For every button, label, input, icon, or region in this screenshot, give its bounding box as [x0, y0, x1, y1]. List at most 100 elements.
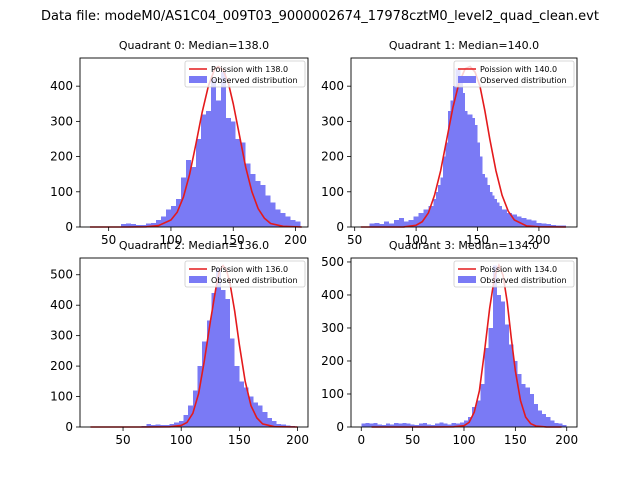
histogram-bar [156, 219, 161, 227]
histogram-bar [451, 423, 456, 427]
legend-box [184, 260, 306, 288]
histogram-bar [365, 423, 370, 427]
histogram-bar [482, 177, 488, 227]
histogram-bar [497, 205, 503, 228]
histogram-bar [546, 224, 552, 227]
histogram-bar [160, 425, 165, 427]
histogram-bar [361, 423, 366, 427]
histogram-bar [484, 184, 490, 227]
histogram-bar [406, 423, 411, 427]
y-tick-label: 0 [65, 220, 73, 234]
histogram-bar [150, 425, 156, 427]
histogram-bar [146, 223, 152, 227]
histogram-bar [202, 341, 207, 427]
histogram-bar [403, 221, 409, 227]
histogram-bar [260, 184, 266, 227]
histogram-bar [385, 423, 391, 427]
histogram-bar [418, 212, 424, 227]
histogram-bar [295, 221, 301, 227]
x-tick-label: 150 [222, 233, 245, 247]
x-tick-label: 50 [101, 233, 116, 247]
histogram-bar [408, 219, 414, 227]
histogram-bar [551, 224, 557, 227]
histogram-bar [488, 327, 493, 427]
legend: Poission with 138.0 Observed distribution [184, 60, 306, 88]
y-tick-label: 100 [50, 390, 73, 404]
histogram-bar [440, 177, 446, 227]
histogram-bar [554, 423, 559, 427]
legend-label-poisson: Poission with 134.0 [480, 265, 557, 274]
histogram-bar [197, 366, 203, 427]
histogram-bar [190, 167, 196, 227]
histogram-bar [165, 209, 171, 227]
histogram-bar [443, 156, 449, 227]
histogram-bar [200, 114, 206, 227]
x-tick-label: 150 [228, 433, 251, 447]
legend: Poission with 134.0 Observed distribution [453, 260, 575, 288]
y-tick-label: 0 [336, 220, 344, 234]
subplot-title: Quadrant 3: Median=134.0 [389, 239, 539, 252]
histogram-bar [521, 218, 527, 227]
histogram-bar [443, 423, 448, 427]
legend: Poission with 140.0 Observed distribution [453, 60, 575, 88]
histogram-bar [185, 160, 191, 227]
histogram-bar [476, 400, 481, 427]
histogram-bar [206, 320, 212, 427]
histogram-bar [410, 424, 415, 427]
histogram-bars [369, 68, 571, 228]
histogram-bar [245, 163, 251, 228]
histogram-bar [390, 424, 395, 427]
histogram-bar [496, 294, 501, 427]
histogram-bar [500, 301, 506, 427]
histogram-bar [169, 423, 175, 427]
x-tick-label: 200 [527, 233, 550, 247]
subplot-title: Quadrant 0: Median=138.0 [119, 39, 269, 52]
histogram-bar [255, 181, 261, 227]
y-tick-label: 200 [50, 359, 73, 373]
histogram-bar [369, 223, 375, 227]
y-tick-label: 400 [50, 298, 73, 312]
histogram-bar [178, 420, 184, 427]
subplot-grid: 50 100 150 200 0 100 200 300 400 Quadrant 0: Medi… [50, 39, 578, 447]
x-tick-label: 100 [405, 233, 428, 247]
axes-frame [79, 257, 309, 428]
x-tick-label: 0 [357, 433, 365, 447]
histogram-bar [393, 219, 399, 227]
histogram-bar [215, 100, 221, 227]
histogram-bar [462, 110, 468, 227]
y-tick-label: 400 [321, 79, 344, 93]
x-tick-label: 100 [159, 233, 182, 247]
y-tick-label: 200 [321, 150, 344, 164]
y-tick-label: 200 [321, 354, 344, 368]
x-tick-label: 50 [405, 433, 420, 447]
legend-bar-swatch [458, 276, 476, 283]
histogram-bar [423, 209, 429, 227]
histogram-bar [235, 138, 241, 227]
y-tick-label: 500 [50, 268, 73, 282]
histogram-bar [431, 425, 436, 427]
y-tick-label: 100 [321, 387, 344, 401]
histogram-bar [155, 424, 161, 427]
histogram-bar [558, 423, 563, 427]
histogram-bar [195, 138, 201, 227]
legend-label-poisson: Poission with 140.0 [480, 65, 557, 74]
histogram-bar [506, 212, 512, 227]
histogram-bar [267, 417, 272, 427]
histogram-bar [271, 420, 277, 427]
histogram-bar [234, 366, 240, 427]
histogram-bar [509, 344, 514, 427]
y-tick-label: 0 [336, 420, 344, 434]
histogram-bar [205, 110, 211, 227]
histogram-bar [250, 174, 256, 227]
histogram-bar [428, 205, 434, 228]
x-tick-label: 150 [504, 433, 527, 447]
histogram-bar [290, 219, 296, 227]
histogram-bar [239, 381, 245, 427]
histogram-bar [513, 360, 518, 427]
histogram-bar [521, 384, 526, 427]
y-tick-label: 400 [50, 79, 73, 93]
histogram-bar [480, 384, 485, 427]
histogram-bar [531, 220, 537, 227]
subplot-3: 0 50 100 150 200 0 100 200 300 400 500 Quadrant 3: … [321, 239, 578, 447]
